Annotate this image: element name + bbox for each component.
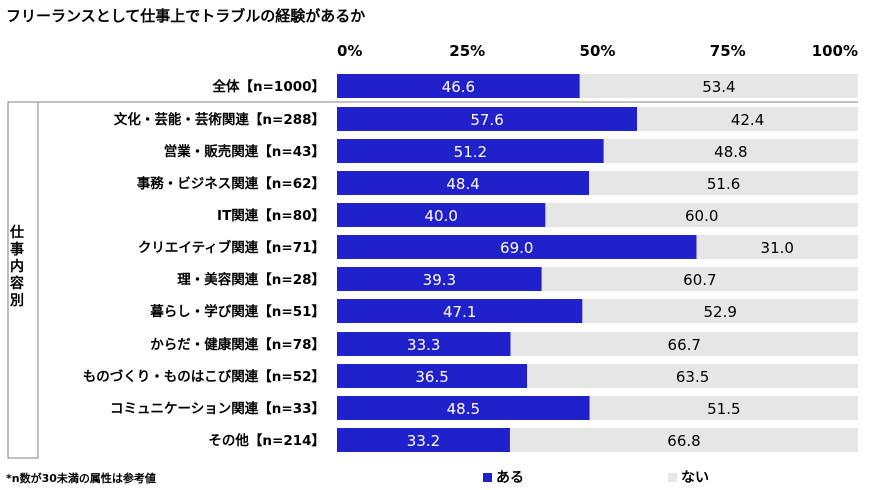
bar-aru bbox=[337, 267, 542, 291]
bar-nai bbox=[589, 171, 858, 195]
data-label-nai: 51.5 bbox=[707, 400, 740, 418]
bar-nai bbox=[541, 267, 858, 291]
bar-aru bbox=[337, 74, 580, 98]
category-label: 事務・ビジネス関連【n=62】 bbox=[137, 175, 325, 192]
bar-aru bbox=[337, 364, 528, 388]
category-label: クリエイティブ関連【n=71】 bbox=[138, 239, 325, 256]
legend-label-nai: ない bbox=[681, 470, 709, 486]
data-label-nai: 48.8 bbox=[714, 143, 747, 161]
data-label-aru: 46.6 bbox=[442, 78, 475, 96]
bar-nai bbox=[637, 107, 858, 131]
x-tick-label: 0% bbox=[337, 42, 362, 60]
x-tick-label: 75% bbox=[710, 42, 746, 60]
data-label-aru: 33.3 bbox=[407, 336, 440, 354]
data-label-nai: 53.4 bbox=[702, 78, 735, 96]
data-label-aru: 57.6 bbox=[470, 111, 503, 129]
bar-nai bbox=[527, 364, 858, 388]
bar-aru bbox=[337, 332, 511, 356]
data-label-nai: 31.0 bbox=[761, 239, 794, 257]
bar-nai bbox=[579, 74, 858, 98]
group-label: 仕事内容別 bbox=[10, 225, 24, 309]
data-label-nai: 42.4 bbox=[731, 111, 764, 129]
bar-nai bbox=[589, 396, 858, 420]
category-label: ものづくり・ものはこび関連【n=52】 bbox=[83, 368, 325, 385]
bar-aru bbox=[337, 396, 590, 420]
chart-title: フリーランスとして仕事上でトラブルの経験があるか bbox=[6, 7, 366, 25]
x-tick-label: 50% bbox=[580, 42, 616, 60]
data-label-nai: 51.6 bbox=[707, 175, 740, 193]
category-label: 暮らし・学び関連【n=51】 bbox=[149, 303, 325, 320]
data-label-aru: 48.5 bbox=[447, 400, 480, 418]
legend-item-nai: ない bbox=[668, 467, 709, 487]
bar-aru bbox=[337, 171, 590, 195]
bar-aru bbox=[337, 235, 697, 259]
bar-nai bbox=[510, 332, 858, 356]
category-label: 全体【n=1000】 bbox=[212, 78, 326, 95]
data-label-aru: 33.2 bbox=[407, 432, 440, 450]
bar-nai bbox=[582, 299, 858, 323]
legend-item-aru: ある bbox=[483, 467, 524, 487]
data-label-nai: 60.7 bbox=[683, 271, 716, 289]
category-label: 文化・芸能・芸術関連【n=288】 bbox=[114, 111, 325, 128]
data-label-aru: 40.0 bbox=[424, 207, 457, 225]
bar-aru bbox=[337, 203, 546, 227]
bar-nai bbox=[509, 428, 858, 452]
x-tick-label: 25% bbox=[449, 42, 485, 60]
category-label: IT関連【n=80】 bbox=[217, 207, 325, 224]
data-label-aru: 47.1 bbox=[443, 303, 476, 321]
category-label: その他【n=214】 bbox=[208, 432, 325, 449]
x-tick-label: 100% bbox=[812, 42, 858, 60]
data-label-nai: 66.7 bbox=[668, 336, 701, 354]
legend-label-aru: ある bbox=[496, 470, 524, 486]
bar-nai bbox=[696, 235, 858, 259]
bar-nai bbox=[603, 139, 858, 163]
data-label-aru: 36.5 bbox=[415, 368, 448, 386]
legend-swatch-nai bbox=[668, 472, 677, 482]
category-label: 営業・販売関連【n=43】 bbox=[164, 143, 325, 160]
data-label-nai: 63.5 bbox=[676, 368, 709, 386]
bar-aru bbox=[337, 428, 510, 452]
bar-aru bbox=[337, 139, 604, 163]
data-label-aru: 69.0 bbox=[500, 239, 533, 257]
data-label-nai: 66.8 bbox=[667, 432, 700, 450]
footnote: *n数が30未満の属性は参考値 bbox=[6, 472, 156, 485]
bar-nai bbox=[545, 203, 858, 227]
data-label-aru: 39.3 bbox=[423, 271, 456, 289]
data-label-nai: 60.0 bbox=[685, 207, 718, 225]
category-label: 理・美容関連【n=28】 bbox=[177, 271, 325, 288]
category-label: からだ・健康関連【n=78】 bbox=[150, 336, 325, 353]
bar-aru bbox=[337, 299, 583, 323]
data-label-nai: 52.9 bbox=[703, 303, 736, 321]
group-bracket bbox=[7, 101, 39, 459]
bar-aru bbox=[337, 107, 638, 131]
data-label-aru: 48.4 bbox=[446, 175, 479, 193]
data-label-aru: 51.2 bbox=[454, 143, 487, 161]
legend-swatch-aru bbox=[483, 472, 492, 482]
category-label: コミュニケーション関連【n=33】 bbox=[110, 400, 325, 417]
